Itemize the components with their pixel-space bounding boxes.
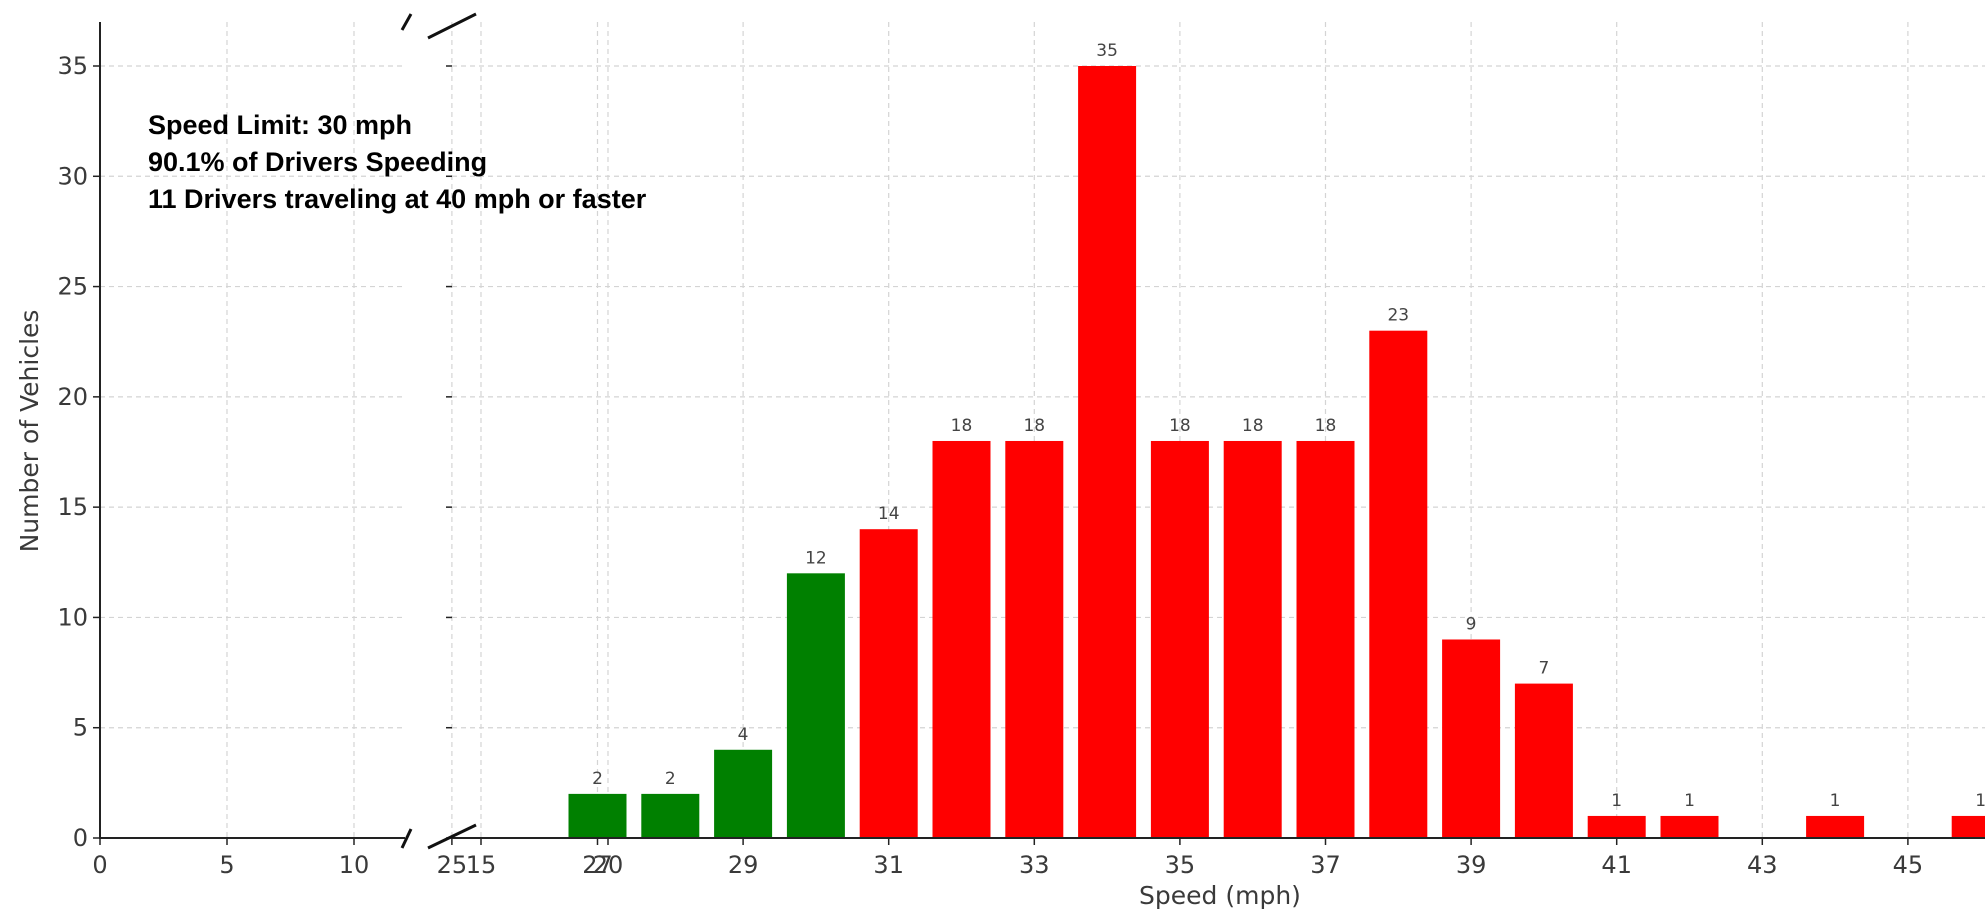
y-axis-title: Number of Vehicles [15, 310, 44, 553]
x-tick-label: 31 [873, 851, 904, 879]
y-tick-label: 5 [73, 714, 88, 742]
bar-value-label: 23 [1387, 306, 1409, 326]
y-tick-label: 20 [57, 383, 88, 411]
x-axis-title: Speed (mph) [1139, 881, 1301, 910]
x-tick-label: 35 [1165, 851, 1196, 879]
bar-value-label: 14 [878, 504, 900, 524]
axis-break-mark [400, 13, 413, 31]
bar [1223, 440, 1282, 838]
x-tick-label: 15 [466, 851, 497, 879]
y-tick-label: 15 [57, 493, 88, 521]
bar [1369, 330, 1428, 838]
bar-value-label: 4 [738, 725, 749, 745]
x-tick-label: 33 [1019, 851, 1050, 879]
bar [1806, 815, 1865, 838]
bar-value-label: 1 [1975, 791, 1985, 811]
axis-break-mark [400, 828, 413, 849]
bar-value-label: 1 [1611, 791, 1622, 811]
x-tick-label: 43 [1747, 851, 1778, 879]
bar-value-label: 35 [1096, 41, 1118, 61]
y-tick-label: 25 [57, 273, 88, 301]
bar-value-label: 12 [805, 548, 827, 568]
bar-value-label: 18 [1242, 416, 1264, 436]
x-tick-label: 5 [219, 851, 234, 879]
bar [1514, 683, 1573, 838]
x-tick-label: 29 [728, 851, 759, 879]
bar-value-label: 2 [592, 769, 603, 789]
bar [641, 793, 700, 838]
y-tick-label: 30 [57, 162, 88, 190]
bar-value-label: 18 [951, 416, 973, 436]
bar-value-label: 1 [1830, 791, 1841, 811]
x-tick-label: 37 [1310, 851, 1341, 879]
bar [1078, 66, 1137, 838]
bar-value-label: 18 [1023, 416, 1045, 436]
bar [1005, 440, 1064, 838]
bar [1150, 440, 1209, 838]
y-tick-label: 10 [57, 603, 88, 631]
bar [1587, 815, 1646, 838]
annotation-text: 90.1% of Drivers Speeding [148, 147, 487, 177]
x-tick-label: 27 [582, 851, 613, 879]
bar-value-label: 1 [1684, 791, 1695, 811]
annotation-text: Speed Limit: 30 mph [148, 110, 412, 140]
y-tick-label: 35 [57, 52, 88, 80]
axis-break-mark [427, 823, 477, 850]
bar [1296, 440, 1355, 838]
x-tick-label: 41 [1601, 851, 1632, 879]
axis-break-mark [427, 12, 477, 40]
bar [1442, 639, 1501, 838]
bar-value-label: 2 [665, 769, 676, 789]
bar [1660, 815, 1719, 838]
x-tick-label: 10 [339, 851, 370, 879]
bar-value-label: 18 [1315, 416, 1337, 436]
data-labels: 2 2 4 12 14 18 18 35 18 18 18 23 9 7 1 1 1 1 [592, 41, 1985, 811]
x-tick-label: 39 [1456, 851, 1487, 879]
bar [932, 440, 991, 838]
bar [859, 529, 918, 838]
y-tick-label: 0 [73, 824, 88, 852]
x-tick-label: 45 [1893, 851, 1924, 879]
x-tick-label: 0 [92, 851, 107, 879]
x-tick-label: 20 [593, 851, 624, 879]
bars [568, 66, 1985, 838]
bar [1951, 815, 1985, 838]
bar-value-label: 7 [1538, 659, 1549, 679]
x-tick-label: 25 [437, 851, 468, 879]
bar-value-label: 9 [1466, 614, 1477, 634]
bar [786, 573, 845, 838]
bar [568, 793, 627, 838]
grid-lines [100, 22, 1985, 838]
annotations: Speed Limit: 30 mph 90.1% of Drivers Spee… [148, 110, 647, 214]
bar [714, 749, 773, 838]
annotation-text: 11 Drivers traveling at 40 mph or faster [148, 184, 647, 214]
bar-value-label: 18 [1169, 416, 1191, 436]
